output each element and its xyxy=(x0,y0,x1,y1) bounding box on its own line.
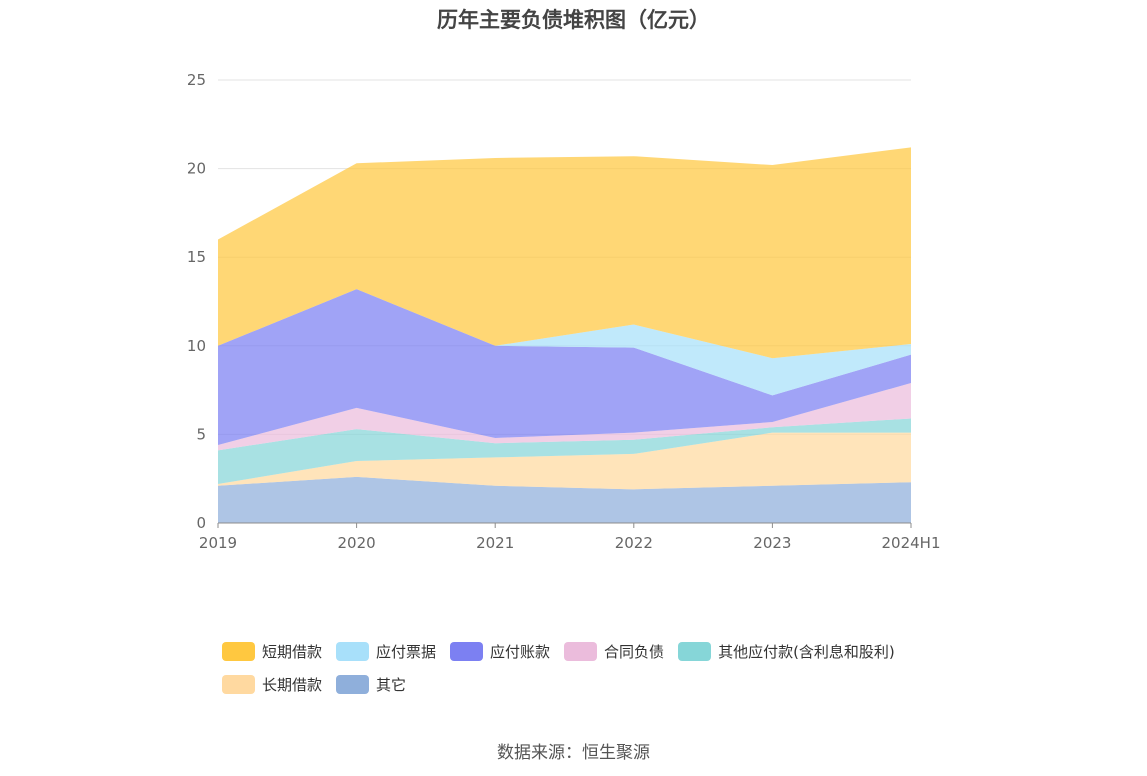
legend-item[interactable]: 其它 xyxy=(336,674,406,695)
legend-swatch xyxy=(336,641,370,661)
legend-swatch xyxy=(564,641,598,661)
legend-item[interactable]: 长期借款 xyxy=(222,674,322,695)
legend-swatch xyxy=(678,641,712,661)
legend-swatch xyxy=(222,641,255,661)
x-tick-label: 2024H1 xyxy=(882,534,941,552)
series-area xyxy=(218,289,911,446)
y-tick-label: 0 xyxy=(196,514,206,532)
y-tick-label: 25 xyxy=(187,71,206,89)
legend-label: 其他应付款(含利息和股利) xyxy=(718,642,895,661)
x-tick-label: 2021 xyxy=(476,534,514,552)
series-area xyxy=(218,289,911,396)
legend-item[interactable]: 应付账款 xyxy=(450,641,550,662)
legend-swatch xyxy=(336,674,370,694)
stacked-area-chart: 0 5 10 15 20 25 2019 2020 2021 2022 2023 2024H1 xyxy=(187,71,941,552)
legend-item[interactable]: 合同负债 xyxy=(564,641,664,662)
legend-label: 应付账款 xyxy=(490,642,551,661)
x-tick-label: 2020 xyxy=(338,534,376,552)
x-tick-label: 2022 xyxy=(615,534,653,552)
legend-swatch xyxy=(450,641,484,661)
data-source-note: 数据来源：恒生聚源 xyxy=(497,743,650,763)
chart-title: 历年主要负债堆积图（亿元） xyxy=(437,8,710,32)
series-area xyxy=(218,383,911,451)
legend-label: 长期借款 xyxy=(262,675,323,694)
y-tick-label: 5 xyxy=(196,425,206,443)
y-tick-label: 15 xyxy=(187,248,206,266)
y-tick-label: 20 xyxy=(187,160,206,178)
legend-item[interactable]: 短期借款 xyxy=(222,641,322,662)
legend-row-1: 短期借款 应付票据 应付账款 合同负债 其他应付款(含利息和股利) xyxy=(222,640,982,662)
legend-label: 其它 xyxy=(376,675,407,694)
legend-item[interactable]: 应付票据 xyxy=(336,641,436,662)
legend-label: 合同负债 xyxy=(604,642,665,661)
y-tick-label: 10 xyxy=(187,337,206,355)
legend-item[interactable]: 其他应付款(含利息和股利) xyxy=(678,641,895,662)
legend-row-2: 长期借款 其它 xyxy=(222,673,982,695)
legend-label: 应付票据 xyxy=(376,642,437,661)
series-area xyxy=(218,418,911,485)
series-area xyxy=(218,432,911,490)
series-area xyxy=(218,147,911,359)
legend-label: 短期借款 xyxy=(262,642,323,661)
x-tick-label: 2023 xyxy=(753,534,791,552)
legend-swatch xyxy=(222,674,255,694)
series-area xyxy=(218,476,911,523)
x-tick-label: 2019 xyxy=(199,534,237,552)
legend: 短期借款 应付票据 应付账款 合同负债 其他应付款(含利息和股利) 长期借款 其它 xyxy=(222,640,982,706)
